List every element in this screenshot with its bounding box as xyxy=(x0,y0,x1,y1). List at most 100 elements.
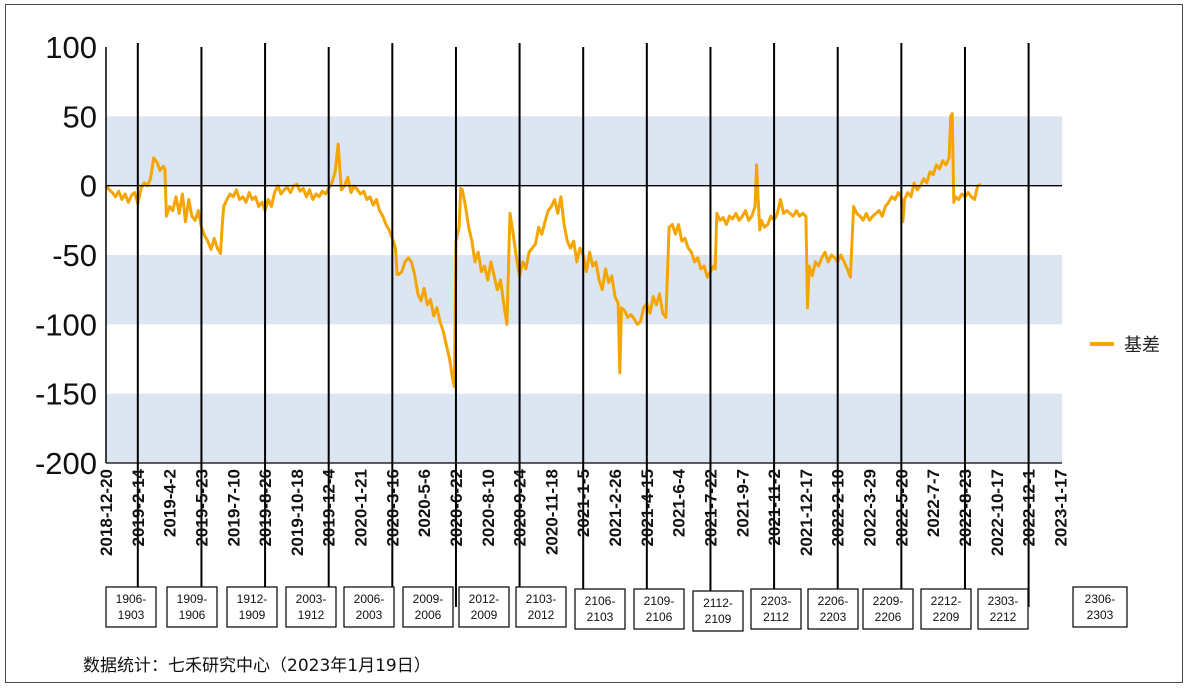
contract-roll-box: 2109- 2106 xyxy=(633,588,685,630)
contract-roll-label-line1: 2006- xyxy=(354,592,385,606)
x-tick-label: 2019-5-23 xyxy=(192,469,211,547)
legend: 基差 xyxy=(1090,331,1160,357)
source-note: 数据统计：七禾研究中心（2023年1月19日） xyxy=(83,656,431,676)
x-tick-label: 2021-9-7 xyxy=(733,469,752,537)
contract-roll-label-line1: 1909- xyxy=(177,592,208,606)
contract-roll-label-line1: 1906- xyxy=(116,592,147,606)
contract-roll-lines xyxy=(136,43,1030,607)
x-tick-label: 2022-2-10 xyxy=(829,469,848,547)
contract-roll-box: 2206- 2203 xyxy=(807,588,859,630)
x-tick-label: 2019-7-10 xyxy=(224,469,243,547)
contract-roll-label-line2: 2103 xyxy=(587,610,614,624)
x-tick-label: 2021-11-2 xyxy=(765,469,784,546)
contract-roll-rect xyxy=(692,590,744,632)
contract-roll-box: 2006- 2003 xyxy=(343,586,395,628)
contract-roll-rect xyxy=(166,586,218,628)
y-tick-label: 100 xyxy=(45,30,97,65)
contract-roll-label-line2: 1909 xyxy=(239,608,266,622)
contract-roll-rect xyxy=(343,586,395,628)
contract-roll-rect xyxy=(807,588,859,630)
contract-roll-label-line2: 2009 xyxy=(471,608,498,622)
contract-roll-box: 2203- 2112 xyxy=(750,588,802,630)
x-tick-label: 2019-4-2 xyxy=(161,469,180,537)
contract-roll-label-line1: 2106- xyxy=(585,594,616,608)
x-tick-label: 2022-12-1 xyxy=(1020,469,1039,547)
contract-roll-box: 2103- 2012 xyxy=(515,586,567,628)
contract-roll-box: 2303- 2212 xyxy=(977,588,1029,630)
contract-roll-label-line2: 2012 xyxy=(528,608,555,622)
legend-label: 基差 xyxy=(1124,335,1160,356)
x-tick-label: 2022-7-7 xyxy=(924,469,943,537)
contract-roll-label-line1: 2009- xyxy=(413,592,444,606)
contract-roll-label-line1: 2306- xyxy=(1085,592,1116,606)
x-tick-label: 2021-4-15 xyxy=(638,469,657,547)
contract-roll-box: 2112- 2109 xyxy=(692,590,744,632)
contract-roll-rect xyxy=(402,586,454,628)
contract-roll-rect xyxy=(1072,586,1128,628)
x-tick-label: 2020-3-16 xyxy=(383,469,402,547)
contract-roll-rect xyxy=(633,588,685,630)
contract-roll-rect xyxy=(750,588,802,630)
contract-roll-rect xyxy=(458,586,510,628)
y-tick-label: 0 xyxy=(80,169,97,204)
x-tick-label: 2023-1-17 xyxy=(1051,469,1070,547)
contract-roll-box: 2106- 2103 xyxy=(574,588,626,630)
y-tick-labels: 100 50 0 -50 -100 -150 -200 xyxy=(35,30,97,481)
x-tick-label: 2020-1-21 xyxy=(352,469,371,547)
x-tick-label: 2022-3-29 xyxy=(861,469,880,547)
contract-roll-rect xyxy=(977,588,1029,630)
x-tick-label: 2021-2-26 xyxy=(606,469,625,547)
contract-roll-label-line2: 1912 xyxy=(298,608,325,622)
contract-roll-box: 2012- 2009 xyxy=(458,586,510,628)
y-tick-label: -200 xyxy=(35,446,97,481)
x-tick-label: 2022-5-20 xyxy=(892,469,911,547)
contract-roll-label-line1: 2206- xyxy=(818,594,849,608)
x-tick-label: 2019-10-18 xyxy=(288,469,307,556)
contract-roll-label-line1: 2103- xyxy=(526,592,557,606)
contract-roll-label-line2: 2206 xyxy=(875,610,902,624)
contract-roll-label-line2: 2006 xyxy=(415,608,442,622)
contract-roll-label-line2: 2109 xyxy=(705,612,732,626)
x-tick-label: 2021-12-17 xyxy=(797,469,816,556)
x-tick-label: 2019-8-26 xyxy=(256,469,275,547)
contract-roll-box: 1906- 1903 xyxy=(105,586,157,628)
x-tick-label: 2021-1-5 xyxy=(574,469,593,537)
x-tick-label: 2020-9-24 xyxy=(511,468,530,546)
x-tick-label: 2020-11-18 xyxy=(542,469,561,555)
y-tick-label: -150 xyxy=(35,377,97,412)
x-tick-label: 2020-8-10 xyxy=(479,469,498,547)
contract-roll-label-line1: 2203- xyxy=(761,594,792,608)
contract-roll-label-line2: 2212 xyxy=(990,610,1017,624)
contract-roll-box: 2009- 2006 xyxy=(402,586,454,628)
x-tick-label: 2019-12-4 xyxy=(320,468,339,546)
contract-roll-label-line2: 1903 xyxy=(118,608,145,622)
contract-roll-rect xyxy=(515,586,567,628)
contract-roll-label-line1: 1912- xyxy=(237,592,268,606)
x-tick-label: 2019-2-14 xyxy=(129,468,148,546)
contract-roll-label-line2: 1906 xyxy=(179,608,206,622)
contract-roll-label-line1: 2012- xyxy=(469,592,500,606)
x-tick-label: 2021-6-4 xyxy=(670,468,689,537)
axes xyxy=(105,47,1062,464)
contract-roll-box: 2209- 2206 xyxy=(862,588,914,630)
contract-roll-label-line2: 2112 xyxy=(763,610,789,624)
contract-roll-rect xyxy=(226,586,278,628)
chart-frame: 100 50 0 -50 -100 -150 -200 2018-12-20 2019-2-1… xyxy=(5,4,1183,683)
contract-roll-rect xyxy=(862,588,914,630)
contract-roll-label-line1: 2209- xyxy=(873,594,904,608)
contract-roll-label-line2: 2203 xyxy=(820,610,847,624)
contract-roll-box: 1909- 1906 xyxy=(166,586,218,628)
contract-roll-label-line1: 2303- xyxy=(988,594,1019,608)
contract-roll-label-line2: 2003 xyxy=(356,608,383,622)
y-tick-label: -50 xyxy=(52,238,97,273)
contract-roll-box: 2212- 2209 xyxy=(920,588,972,630)
contract-roll-label-line2: 2106 xyxy=(646,610,673,624)
x-tick-labels: 2018-12-20 2019-2-14 2019-4-2 2019-5-23 2019… xyxy=(97,468,1070,556)
contract-roll-rect xyxy=(920,588,972,630)
contract-roll-label-line2: 2209 xyxy=(933,610,960,624)
contract-roll-rect xyxy=(574,588,626,630)
contract-roll-label-line2: 2303 xyxy=(1087,608,1114,622)
contract-roll-rect xyxy=(285,586,337,628)
contract-roll-box: 2306- 2303 xyxy=(1072,586,1128,628)
y-tick-label: 50 xyxy=(63,99,97,134)
